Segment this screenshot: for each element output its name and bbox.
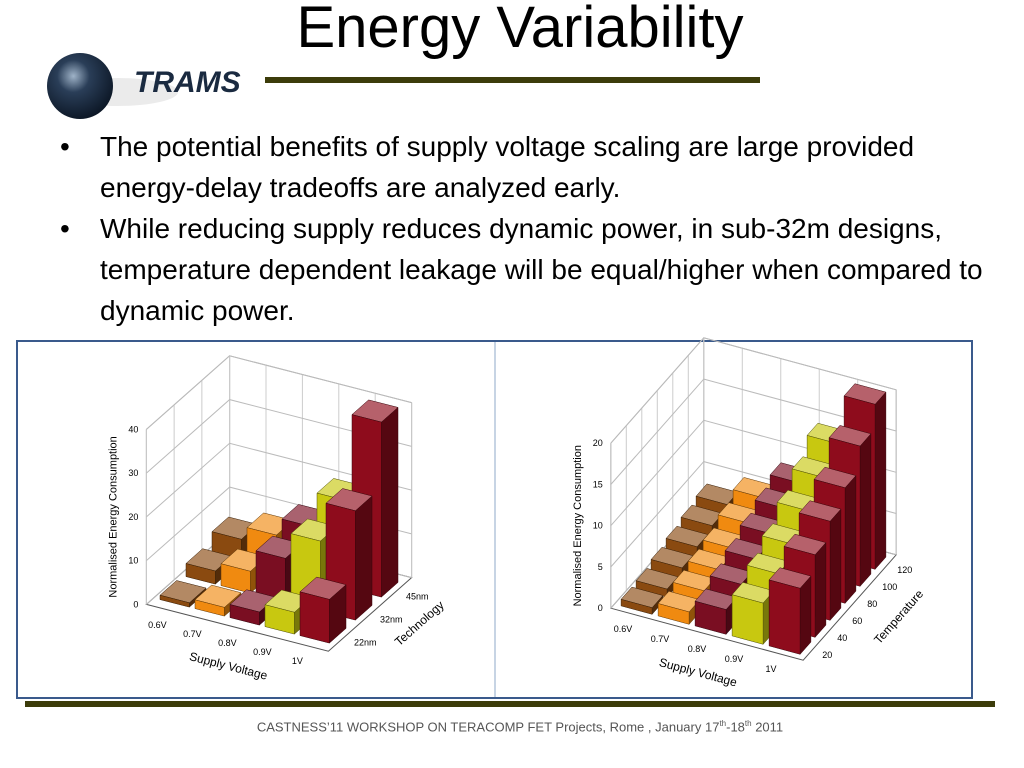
x-tick-label: 0.7V <box>183 629 202 639</box>
footer-text: 2011 <box>751 719 784 735</box>
z-tick-label: 80 <box>867 599 877 609</box>
logo-ball <box>47 53 113 119</box>
footer-text: -18 <box>726 719 745 735</box>
bullet-list: The potential benefits of supply voltage… <box>60 126 1010 331</box>
bullet: While reducing supply reduces dynamic po… <box>60 208 1010 331</box>
grid-line <box>610 378 897 485</box>
z-tick-label: 40 <box>837 633 847 643</box>
y-tick-label: 5 <box>598 562 603 572</box>
bar <box>229 604 260 626</box>
z-tick-label: 60 <box>852 616 862 626</box>
y-axis-label: Normalised Energy Consumption <box>572 445 584 606</box>
y-tick-label: 30 <box>128 468 138 478</box>
y-tick-label: 10 <box>593 521 603 531</box>
footer: CASTNESS’11 WORKSHOP ON TERACOMP FET Pro… <box>0 719 1024 734</box>
bar <box>159 594 190 608</box>
x-tick-label: 0.7V <box>651 634 670 644</box>
charts: 0 10 20 30 40 Normalised Energy Consumption 0.… <box>107 337 926 690</box>
y-tick-label: 40 <box>128 424 138 434</box>
bar-side <box>381 406 399 598</box>
grid-line <box>610 337 897 444</box>
z-tick-label: 100 <box>882 582 897 592</box>
footer-sup: th <box>744 719 752 728</box>
x-tick-label: 0.6V <box>148 620 167 630</box>
bar <box>731 594 764 645</box>
y-tick-label: 0 <box>133 599 138 609</box>
bullet: The potential benefits of supply voltage… <box>60 126 1010 208</box>
x-tick-label: 0.8V <box>218 638 237 648</box>
z-tick-label: 20 <box>822 650 832 660</box>
grid-line <box>146 399 412 474</box>
y-axis-label: Normalised Energy Consumption <box>107 436 119 597</box>
grid-line <box>146 355 412 430</box>
y-tick-label: 20 <box>128 512 138 522</box>
footer-rule <box>25 701 995 707</box>
grid-line <box>146 442 412 518</box>
x-tick-label: 1V <box>765 664 776 674</box>
x-tick-label: 0.6V <box>614 624 633 634</box>
bar <box>194 599 225 617</box>
z-tick-label: 120 <box>897 565 912 575</box>
title-underline <box>265 77 760 83</box>
bar <box>220 563 251 594</box>
bar-side <box>844 474 857 604</box>
bar-side <box>814 541 827 638</box>
y-tick-label: 15 <box>593 479 603 489</box>
x-tick-label: 0.8V <box>688 644 707 654</box>
y-tick-label: 20 <box>593 438 603 448</box>
bar-side <box>355 495 373 621</box>
bar <box>264 604 295 635</box>
bar <box>768 579 801 655</box>
bar-side <box>829 508 842 621</box>
footer-text: CASTNESS’11 WORKSHOP ON TERACOMP FET Pro… <box>256 719 720 735</box>
z-tick-label: 32nm <box>380 614 403 624</box>
z-tick-label: 45nm <box>406 591 429 601</box>
bar <box>657 603 690 625</box>
slide-title: Energy Variability <box>296 0 744 60</box>
x-tick-label: 0.9V <box>253 647 272 657</box>
y-tick-label: 0 <box>598 603 603 613</box>
x-tick-label: 1V <box>292 656 303 666</box>
x-tick-label: 0.9V <box>725 654 744 664</box>
bar-side <box>874 391 887 570</box>
bar-side <box>799 575 812 655</box>
bar <box>620 598 653 615</box>
footer-sup: th <box>719 719 727 728</box>
bar <box>694 600 727 635</box>
bar-side <box>859 433 872 587</box>
y-tick-label: 10 <box>128 556 138 566</box>
z-tick-label: 22nm <box>354 637 377 647</box>
logo-text: TRAMS <box>134 66 241 99</box>
bar <box>299 591 330 644</box>
bar <box>185 563 216 585</box>
